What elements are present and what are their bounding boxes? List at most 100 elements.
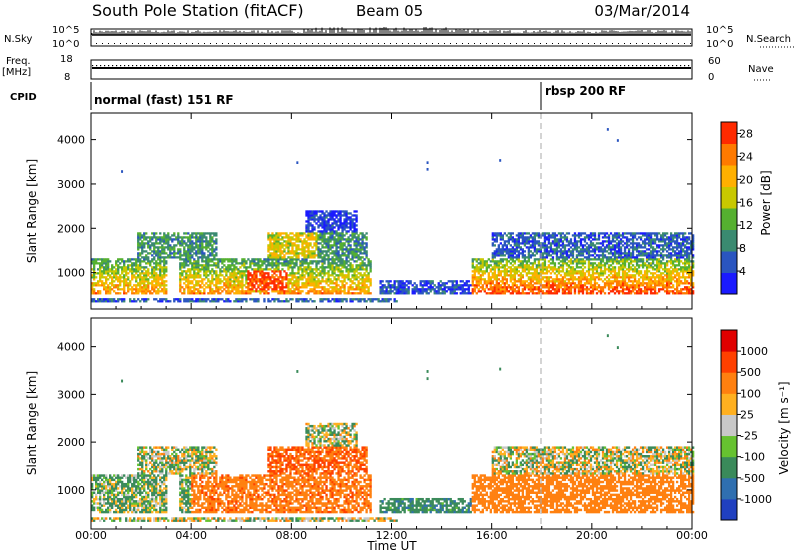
echo-cell	[533, 238, 537, 241]
echo-cell	[363, 234, 366, 237]
echo-cell	[237, 292, 240, 295]
echo-cell	[487, 266, 490, 269]
echo-cell	[427, 280, 430, 283]
nave-dot	[328, 65, 330, 67]
echo-cell	[337, 228, 340, 231]
echo-cell	[197, 300, 200, 303]
echo-cell	[335, 280, 338, 283]
echo-cell	[289, 264, 292, 267]
echo-cell	[267, 274, 270, 277]
echo-cell	[317, 238, 320, 241]
echo-cell	[573, 248, 577, 251]
echo-cell	[405, 280, 408, 283]
echo-cell	[179, 280, 182, 283]
echo-cell	[101, 266, 104, 269]
echo-cell	[489, 286, 492, 289]
echo-cell	[315, 284, 318, 287]
echo-cell	[517, 278, 521, 281]
echo-cell	[361, 276, 364, 279]
echo-cell	[325, 224, 328, 227]
echo-cell	[563, 292, 567, 295]
echo-cell	[577, 284, 581, 287]
echo-cell	[287, 268, 290, 271]
echo-cell	[405, 292, 408, 295]
echo-cell	[119, 258, 122, 261]
echo-cell	[329, 278, 332, 281]
echo-cell	[275, 270, 278, 273]
echo-cell	[349, 240, 352, 243]
echo-cell	[313, 210, 316, 213]
echo-cell	[255, 290, 258, 293]
echo-cell	[213, 242, 216, 245]
echo-cell	[549, 266, 553, 269]
echo-cell	[165, 284, 168, 287]
echo-cell	[347, 292, 350, 295]
echo-cell	[311, 282, 314, 285]
echo-cell	[413, 286, 416, 289]
echo-cell	[559, 256, 563, 259]
echo-cell	[105, 272, 108, 275]
echo-cell	[323, 222, 326, 225]
echo-cell	[185, 254, 188, 257]
echo-cell	[153, 284, 156, 287]
echo-cell	[231, 288, 234, 291]
echo-cell	[261, 274, 264, 277]
echo-cell	[569, 254, 573, 257]
echo-cell	[147, 290, 150, 293]
echo-cell	[493, 240, 496, 243]
echo-cell	[225, 272, 228, 275]
echo-cell	[321, 238, 324, 241]
echo-cell	[151, 280, 154, 283]
echo-cell	[327, 220, 330, 223]
nave-dot	[316, 65, 318, 67]
nave-dot	[240, 65, 242, 67]
echo-cell	[511, 238, 515, 241]
echo-cell	[333, 282, 336, 285]
echo-cell	[387, 292, 390, 295]
freq-axis-top: 18	[60, 54, 73, 65]
echo-cell	[363, 236, 366, 239]
echo-cell	[335, 286, 338, 289]
echo-cell	[165, 262, 168, 265]
echo-cell	[513, 250, 517, 253]
echo-cell	[175, 256, 178, 259]
echo-cell	[393, 286, 396, 289]
echo-cell	[339, 224, 342, 227]
echo-cell	[303, 298, 306, 301]
echo-cell	[215, 270, 218, 273]
echo-cell	[271, 258, 274, 261]
echo-cell	[539, 288, 543, 291]
echo-cell	[213, 240, 216, 243]
nave-dot	[336, 65, 338, 67]
echo-cell	[569, 290, 573, 293]
echo-cell	[203, 284, 206, 287]
echo-cell	[247, 282, 250, 285]
nsearch-dot	[108, 43, 109, 44]
echo-cell	[167, 256, 170, 259]
echo-cell	[333, 244, 336, 247]
echo-cell	[583, 278, 587, 281]
echo-cell	[557, 288, 561, 291]
echo-cell	[331, 252, 334, 255]
echo-cell	[181, 262, 184, 265]
echo-cell	[97, 272, 100, 275]
echo-cell	[289, 278, 292, 281]
echo-cell	[191, 244, 194, 247]
echo-cell	[333, 262, 336, 265]
echo-cell	[529, 284, 533, 287]
echo-cell	[309, 230, 312, 233]
echo-cell	[467, 288, 470, 291]
echo-cell	[335, 244, 338, 247]
echo-cell	[249, 284, 252, 287]
echo-cell	[351, 288, 354, 291]
echo-cell	[101, 274, 104, 277]
echo-cell	[345, 218, 348, 221]
echo-cell	[337, 252, 340, 255]
echo-cell	[217, 300, 220, 303]
echo-cell	[189, 280, 192, 283]
echo-cell	[303, 286, 306, 289]
echo-cell	[535, 278, 539, 281]
echo-cell	[321, 220, 324, 223]
echo-cell	[517, 264, 521, 267]
echo-cell	[111, 298, 114, 301]
